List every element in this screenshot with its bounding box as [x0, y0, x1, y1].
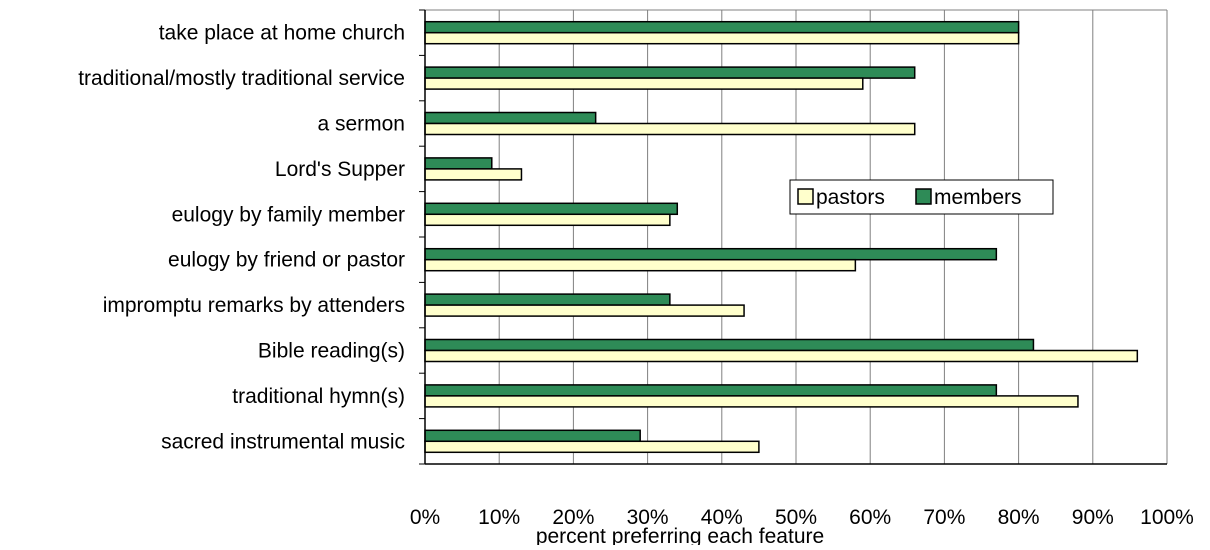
bar-members — [424, 429, 641, 443]
category-label: traditional/mostly traditional service — [78, 67, 405, 90]
x-tick-label: 20% — [552, 506, 594, 529]
legend: pastors members — [789, 179, 1054, 215]
x-tick-label: 40% — [701, 506, 743, 529]
category-label: eulogy by family member — [172, 203, 405, 226]
x-tick-label: 50% — [775, 506, 817, 529]
bars — [424, 20, 1139, 454]
bar-pastors — [424, 258, 857, 272]
x-tick-label: 100% — [1140, 506, 1194, 529]
category-label: take place at home church — [159, 22, 405, 45]
category-label: traditional hymn(s) — [232, 385, 405, 408]
axes — [419, 9, 1167, 465]
bar-pastors — [424, 77, 864, 90]
x-tick-label: 30% — [627, 506, 669, 529]
x-tick-label: 60% — [849, 506, 891, 529]
bar-members — [424, 247, 998, 261]
legend-swatch-members — [915, 188, 932, 205]
category-label: a sermon — [317, 113, 405, 136]
x-tick-label: 0% — [410, 506, 440, 529]
bar-pastors — [424, 168, 523, 181]
bar-members — [424, 293, 671, 306]
bar-pastors — [424, 122, 916, 136]
bar-members — [424, 384, 998, 397]
legend-label-members: members — [934, 186, 1022, 209]
bar-pastors — [424, 304, 745, 317]
x-tick-label: 90% — [1072, 506, 1114, 529]
bar-members — [424, 111, 597, 125]
bar-members — [424, 20, 1020, 34]
bar-pastors — [424, 213, 671, 227]
x-tick-label: 80% — [998, 506, 1040, 529]
bar-members — [424, 202, 679, 216]
bar-pastors — [424, 31, 1020, 45]
category-labels: take place at home church traditional/mos… — [78, 22, 405, 454]
x-tick-labels: 0% 10% 20% 30% 40% 50% 60% 70% 80% 90% 100% — [410, 506, 1194, 529]
bar-pastors — [424, 440, 760, 454]
bar-pastors — [424, 395, 1079, 408]
category-label: impromptu remarks by attenders — [103, 294, 405, 317]
legend-label-pastors: pastors — [816, 186, 885, 209]
category-label: sacred instrumental music — [161, 430, 405, 453]
category-label: Bible reading(s) — [258, 340, 405, 363]
legend-swatch-pastors — [797, 188, 814, 205]
bar-members — [424, 157, 493, 170]
bar-members — [424, 66, 916, 79]
x-tick-label: 70% — [923, 506, 965, 529]
x-axis-title: percent preferring each feature — [536, 525, 824, 545]
category-label: eulogy by friend or pastor — [168, 249, 405, 272]
bar-pastors — [424, 349, 1139, 363]
category-label: Lord's Supper — [275, 158, 405, 181]
x-tick-label: 10% — [478, 506, 520, 529]
bar-members — [424, 338, 1035, 352]
